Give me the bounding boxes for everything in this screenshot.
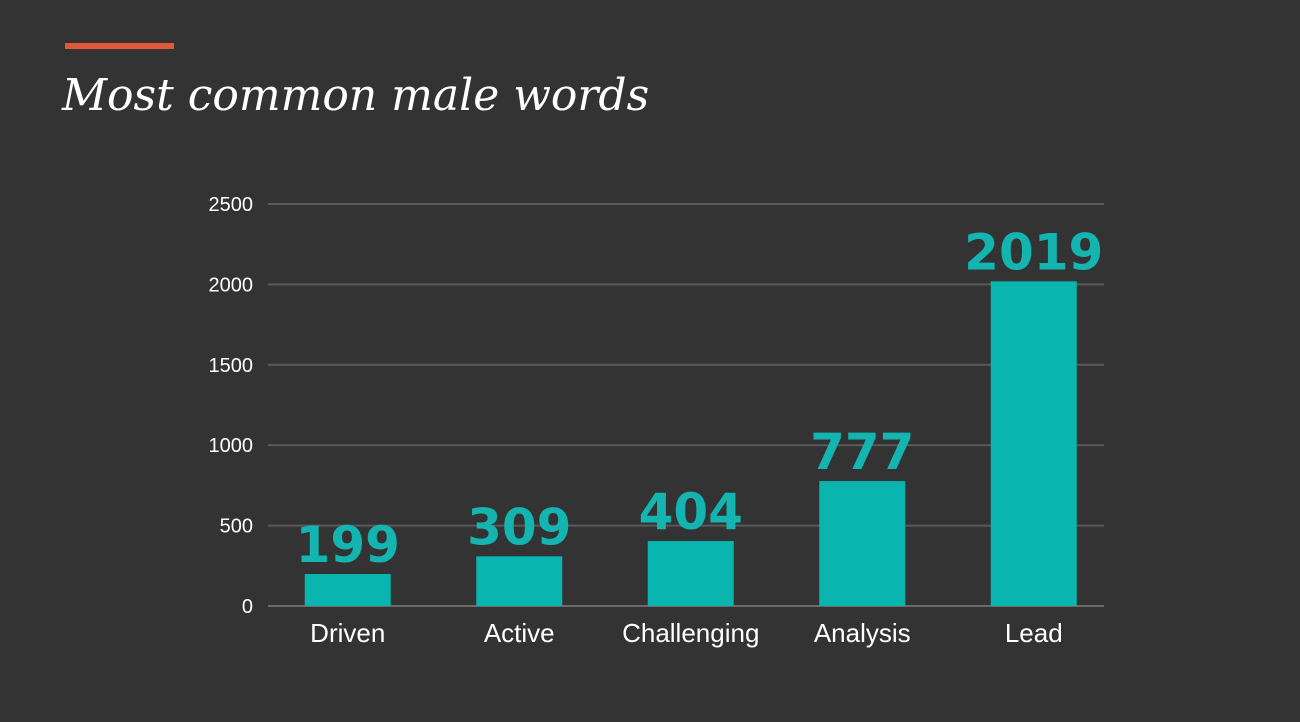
data-label-lead: 2019 <box>964 223 1103 281</box>
bar-analysis <box>819 481 906 606</box>
bar-active <box>476 556 563 606</box>
bar-driven <box>304 574 391 606</box>
category-label-driven: Driven <box>310 618 385 648</box>
y-tick-label: 1000 <box>209 435 254 457</box>
category-label-lead: Lead <box>1005 618 1063 648</box>
data-label-driven: 199 <box>296 516 400 574</box>
y-axis-ticks: 0 500 1000 1500 2000 2500 <box>209 194 254 618</box>
y-tick-label: 500 <box>220 516 253 538</box>
data-label-analysis: 777 <box>810 423 914 481</box>
category-label-analysis: Analysis <box>814 618 911 648</box>
category-label-active: Active <box>484 618 555 648</box>
y-tick-label: 0 <box>242 596 253 618</box>
data-label-active: 309 <box>467 498 571 556</box>
y-tick-label: 1500 <box>209 355 254 377</box>
bars <box>304 281 1077 606</box>
y-tick-label: 2500 <box>209 194 254 216</box>
page-title: Most common male words <box>62 70 650 121</box>
category-label-challenging: Challenging <box>622 618 759 648</box>
bar-challenging <box>647 541 734 606</box>
data-labels: 199 309 404 777 2019 <box>296 223 1104 574</box>
bar-lead <box>990 281 1077 606</box>
category-labels: Driven Active Challenging Analysis Lead <box>310 618 1062 648</box>
data-label-challenging: 404 <box>639 483 743 541</box>
y-tick-label: 2000 <box>209 274 254 296</box>
title-accent-bar <box>65 43 174 49</box>
